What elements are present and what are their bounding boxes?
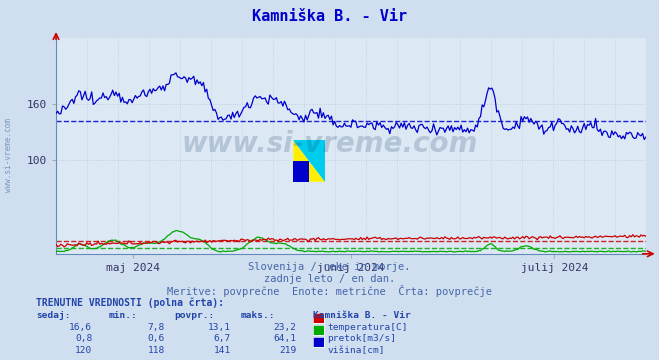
Text: zadnje leto / en dan.: zadnje leto / en dan. bbox=[264, 274, 395, 284]
Text: 7,8: 7,8 bbox=[148, 323, 165, 332]
Text: 219: 219 bbox=[279, 346, 297, 355]
Text: 16,6: 16,6 bbox=[69, 323, 92, 332]
Text: TRENUTNE VREDNOSTI (polna črta):: TRENUTNE VREDNOSTI (polna črta): bbox=[36, 297, 224, 307]
Text: 64,1: 64,1 bbox=[273, 334, 297, 343]
Text: www.si-vreme.com: www.si-vreme.com bbox=[181, 130, 478, 158]
Text: povpr.:: povpr.: bbox=[175, 311, 215, 320]
Text: pretok[m3/s]: pretok[m3/s] bbox=[328, 334, 397, 343]
Text: temperatura[C]: temperatura[C] bbox=[328, 323, 408, 332]
Text: 23,2: 23,2 bbox=[273, 323, 297, 332]
Text: 0,6: 0,6 bbox=[148, 334, 165, 343]
Text: Kamniška B. - Vir: Kamniška B. - Vir bbox=[252, 9, 407, 24]
Text: Meritve: povprečne  Enote: metrične  Črta: povprečje: Meritve: povprečne Enote: metrične Črta:… bbox=[167, 285, 492, 297]
Polygon shape bbox=[293, 140, 325, 182]
Text: www.si-vreme.com: www.si-vreme.com bbox=[4, 118, 13, 192]
Text: maks.:: maks.: bbox=[241, 311, 275, 320]
Polygon shape bbox=[293, 140, 325, 182]
Polygon shape bbox=[293, 161, 309, 182]
Text: 120: 120 bbox=[75, 346, 92, 355]
Text: 0,8: 0,8 bbox=[75, 334, 92, 343]
Text: Slovenija / reke in morje.: Slovenija / reke in morje. bbox=[248, 262, 411, 272]
Text: sedaj:: sedaj: bbox=[36, 311, 71, 320]
Text: min.:: min.: bbox=[109, 311, 138, 320]
Text: 141: 141 bbox=[214, 346, 231, 355]
Text: Kamniška B. - Vir: Kamniška B. - Vir bbox=[313, 311, 411, 320]
Text: 6,7: 6,7 bbox=[214, 334, 231, 343]
Text: 13,1: 13,1 bbox=[208, 323, 231, 332]
Text: višina[cm]: višina[cm] bbox=[328, 346, 385, 355]
Text: 118: 118 bbox=[148, 346, 165, 355]
